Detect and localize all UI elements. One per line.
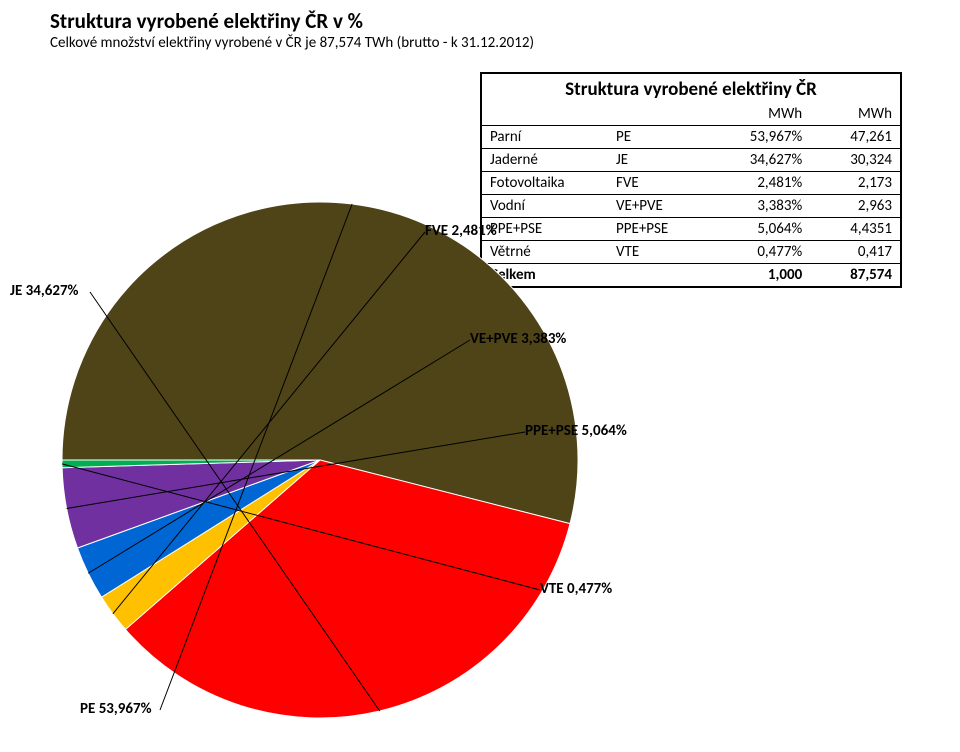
pie-callout: VE+PVE 3,383% [470,330,566,348]
th-mwh2: MWh [810,103,900,126]
cell-pct: 1,000 [704,264,810,287]
cell-code: FVE [608,172,704,195]
table-row: ParníPE53,967%47,261 [482,126,900,149]
cell-name: Fotovoltaika [482,172,608,195]
cell-code: JE [608,149,704,172]
cell-val: 2,963 [810,195,900,218]
title-block: Struktura vyrobené elektřiny ČR v % Celk… [50,8,534,52]
cell-pct: 2,481% [704,172,810,195]
cell-pct: 53,967% [704,126,810,149]
cell-pct: 3,383% [704,195,810,218]
cell-code: VTE [608,241,704,264]
cell-name: Jaderné [482,149,608,172]
cell-val: 87,574 [810,264,900,287]
pie-callout: PPE+PSE 5,064% [525,422,627,440]
leader-line [67,432,525,508]
cell-val: 47,261 [810,126,900,149]
cell-val: 4,4351 [810,218,900,241]
cell-val: 0,417 [810,241,900,264]
th-mwh1: MWh [704,103,810,126]
th-blank1 [482,103,608,126]
table-row: FotovoltaikaFVE2,481%2,173 [482,172,900,195]
pie-chart: PE 53,967%JE 34,627%FVE 2,481%VE+PVE 3,3… [60,200,580,720]
pie-callout: PE 53,967% [80,700,152,718]
cell-code [608,264,704,287]
pie-callout: FVE 2,481% [425,222,497,240]
leader-line [160,204,352,710]
table-row: JadernéJE34,627%30,324 [482,149,900,172]
cell-pct: 0,477% [704,241,810,264]
cell-pct: 5,064% [704,218,810,241]
th-blank2 [608,103,704,126]
page-subtitle: Celkové množství elektřiny vyrobené v ČR… [50,34,534,52]
table-header-row: MWh MWh [482,103,900,126]
table-title: Struktura vyrobené elektřiny ČR [482,74,900,103]
leader-line [88,340,470,573]
cell-code: PE [608,126,704,149]
cell-code: PPE+PSE [608,218,704,241]
leader-line [113,232,425,614]
page-title: Struktura vyrobené elektřiny ČR v % [50,8,534,34]
pie-callout: VTE 0,477% [540,580,612,598]
cell-pct: 34,627% [704,149,810,172]
leader-lines [60,200,580,720]
cell-name: Parní [482,126,608,149]
cell-code: VE+PVE [608,195,704,218]
pie-callout: JE 34,627% [10,282,79,300]
cell-val: 30,324 [810,149,900,172]
leader-line [62,464,540,590]
leader-line [90,292,380,711]
cell-val: 2,173 [810,172,900,195]
